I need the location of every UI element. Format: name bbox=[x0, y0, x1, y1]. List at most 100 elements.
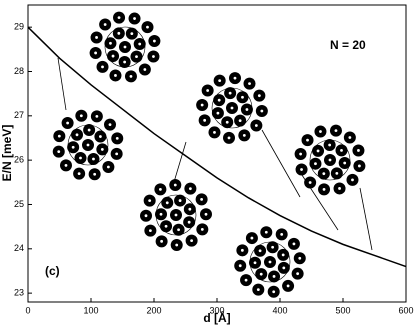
particle-core bbox=[259, 272, 263, 276]
particle-core bbox=[245, 108, 249, 111]
particle-core bbox=[281, 253, 285, 257]
particle-core bbox=[343, 161, 347, 165]
particle-core bbox=[260, 109, 264, 113]
particle-core bbox=[248, 82, 251, 86]
particle-core bbox=[75, 133, 79, 137]
particle-core bbox=[244, 278, 248, 282]
particle-core bbox=[316, 149, 320, 153]
particle-core bbox=[130, 32, 134, 36]
particle-core bbox=[173, 183, 177, 187]
y-tick-label: 29 bbox=[14, 22, 24, 32]
particle-core bbox=[129, 75, 133, 78]
x-tick-label: 300 bbox=[209, 305, 224, 315]
particle-core bbox=[271, 245, 275, 249]
leader-line bbox=[261, 129, 301, 198]
particle-core bbox=[111, 54, 115, 58]
particle-core bbox=[213, 130, 216, 134]
particle-core bbox=[258, 249, 262, 253]
particle-core bbox=[340, 148, 343, 152]
particle-core bbox=[94, 51, 97, 55]
particle-core bbox=[117, 31, 121, 35]
particle-core bbox=[106, 165, 110, 169]
particle-core bbox=[203, 118, 207, 122]
leader-line bbox=[359, 187, 373, 251]
particle-core bbox=[280, 232, 284, 236]
particle-core bbox=[216, 111, 220, 115]
particle-core bbox=[286, 284, 290, 288]
particle-core bbox=[256, 288, 260, 292]
particle-core bbox=[296, 272, 300, 276]
particle-core bbox=[187, 220, 191, 224]
particle-core bbox=[348, 136, 352, 139]
particle-core bbox=[138, 42, 142, 46]
particle-core bbox=[99, 135, 102, 138]
leader-line bbox=[57, 57, 67, 111]
particle-core bbox=[351, 178, 354, 182]
particle-core bbox=[299, 152, 302, 156]
particle-core bbox=[300, 168, 303, 171]
particle-core bbox=[79, 156, 82, 160]
annotation: N = 20 bbox=[330, 38, 366, 52]
particle-core bbox=[334, 129, 338, 132]
particle-core bbox=[174, 213, 178, 217]
x-axis-label: d [Å] bbox=[203, 310, 230, 325]
x-tick-label: 600 bbox=[398, 305, 413, 315]
particle-core bbox=[95, 114, 99, 118]
particle-core bbox=[200, 227, 204, 231]
annotation: (c) bbox=[45, 264, 60, 278]
particle-core bbox=[200, 197, 204, 201]
particle-core bbox=[77, 172, 81, 176]
particle-core bbox=[86, 143, 90, 147]
particle-core bbox=[306, 138, 309, 142]
particle-core bbox=[123, 45, 127, 49]
particle-core bbox=[254, 124, 258, 127]
particle-core bbox=[115, 136, 119, 140]
cluster-insets bbox=[52, 11, 373, 298]
particle-core bbox=[314, 162, 317, 166]
particle-core bbox=[357, 149, 360, 152]
particle-core bbox=[272, 290, 276, 294]
particle-core bbox=[160, 239, 164, 243]
x-tick-label: 0 bbox=[25, 305, 30, 315]
particle-core bbox=[109, 41, 112, 45]
particle-core bbox=[114, 74, 117, 77]
leader-line bbox=[173, 141, 187, 183]
particle-core bbox=[175, 243, 179, 247]
particle-core bbox=[240, 248, 244, 252]
particle-core bbox=[57, 150, 61, 154]
particle-core bbox=[101, 65, 104, 69]
particle-core bbox=[233, 76, 237, 80]
particle-core bbox=[123, 60, 127, 64]
particle-core bbox=[228, 91, 232, 95]
particle-core bbox=[117, 16, 121, 19]
y-tick-label: 23 bbox=[14, 288, 24, 298]
y-tick-label: 26 bbox=[14, 155, 24, 165]
particle-core bbox=[87, 128, 91, 132]
x-tick-label: 400 bbox=[272, 305, 287, 315]
particle-core bbox=[227, 136, 231, 140]
particle-core bbox=[338, 187, 341, 190]
particle-core bbox=[200, 103, 204, 107]
particle-core bbox=[358, 164, 361, 168]
particle-core bbox=[264, 230, 268, 234]
particle-core bbox=[108, 123, 112, 127]
particle-core bbox=[177, 228, 180, 232]
particle-core bbox=[103, 23, 107, 26]
particle-core bbox=[79, 114, 83, 118]
particle-core bbox=[165, 201, 169, 205]
particle-core bbox=[298, 256, 302, 260]
particle-core bbox=[322, 188, 326, 191]
particle-core bbox=[158, 187, 162, 191]
particle-core bbox=[164, 224, 168, 228]
y-tick-label: 28 bbox=[14, 66, 24, 76]
particle-core bbox=[257, 94, 261, 98]
x-tick-label: 100 bbox=[83, 305, 98, 315]
particle-core bbox=[292, 242, 296, 246]
particle-core bbox=[204, 212, 208, 216]
y-tick-label: 27 bbox=[14, 110, 24, 120]
particle-core bbox=[188, 187, 192, 191]
particle-core bbox=[135, 55, 138, 59]
particle-core bbox=[328, 143, 332, 147]
particle-core bbox=[66, 121, 70, 125]
